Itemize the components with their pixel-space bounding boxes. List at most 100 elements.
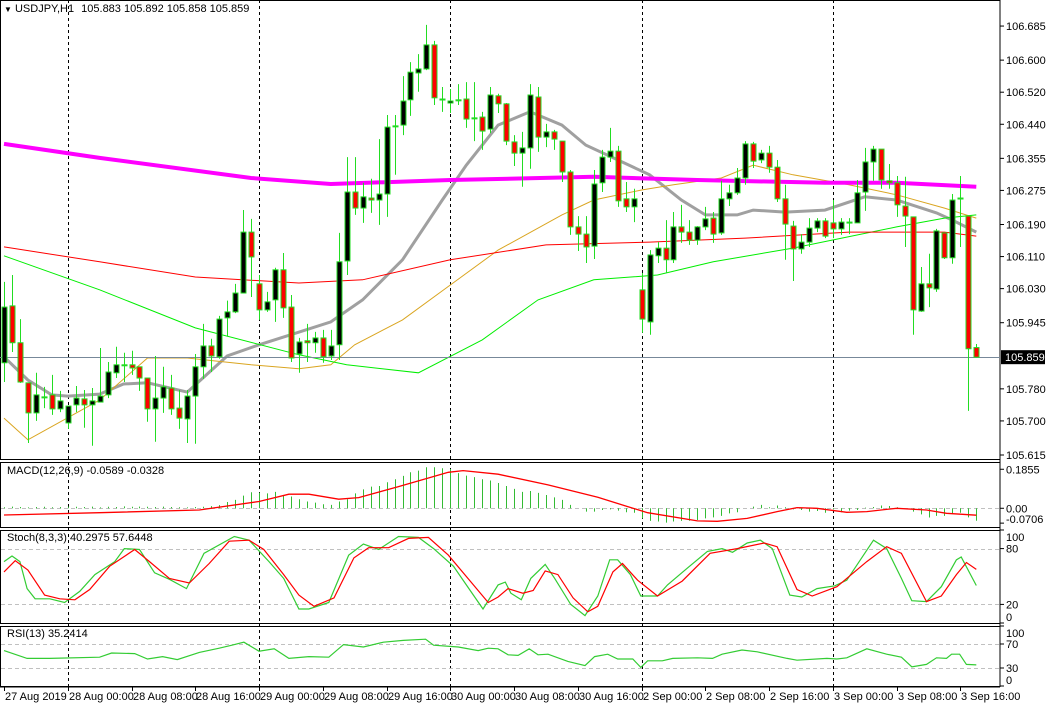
candle-bullish [718,198,725,234]
candle-bullish [384,126,391,195]
candle-bullish [296,341,303,355]
candle-bullish [471,117,478,120]
moving-average-line [3,231,977,284]
candle-bearish [567,171,574,228]
macd-title: MACD(12,26,9) -0.0589 -0.0328 [7,465,165,477]
candle-bullish [447,100,454,104]
time-tick-label: 2 Sep 08:00 [706,691,765,703]
candle-bullish [1,306,8,364]
candle-bullish [734,177,741,194]
panel-frame-2 [0,530,1001,624]
stoch-line-1 [3,536,977,613]
candle-bearish [750,143,757,162]
price-tick-label: 106.355 [1006,153,1046,165]
candle-bearish [926,283,933,289]
current-price-label: 105.859 [1005,352,1045,364]
price-tick-label: 106.190 [1006,219,1046,231]
candle-bullish [726,192,733,200]
candle-bullish [336,261,343,346]
candle-bearish [902,205,909,217]
candle-bullish [97,395,104,403]
candle-bullish [360,196,367,209]
candle-bearish [25,382,32,414]
candle-bullish [328,345,335,357]
time-tick-label: 30 Aug 00:00 [451,691,516,703]
price-tick-label: 106.440 [1006,119,1046,131]
candle-bullish [702,218,709,228]
candle-bearish [280,269,287,309]
price-tick-label: 106.275 [1006,185,1046,197]
candle-bullish [400,100,407,126]
candle-bullish [423,44,430,70]
price-tick-label: 105.945 [1006,318,1046,330]
candle-bearish [176,407,183,419]
candle-bearish [615,150,622,202]
candle-bearish [352,191,359,209]
indicator-tick-label: 70 [1006,639,1018,651]
time-tick-label: 28 Aug 16:00 [196,691,261,703]
candle-bullish [344,191,351,262]
moving-average-line [2,110,977,398]
time-tick-label: 29 Aug 00:00 [260,691,325,703]
candle-bullish [957,197,964,200]
time-tick-label: 3 Sep 16:00 [961,691,1020,703]
candle-bearish [431,44,438,99]
candle-bearish [535,96,542,138]
candle-bullish [543,131,550,138]
candle-bearish [479,116,486,132]
candle-bullish [862,161,869,193]
indicator-tick-label: 20 [1006,599,1018,611]
indicator-tick-label: 80 [1006,544,1018,556]
price-tick-label: 106.110 [1006,252,1045,264]
current-price-box [1001,350,1045,365]
ohlc-readout: 105.883 105.892 105.858 105.859 [81,3,250,15]
rsi-title: RSI(13) 35.2414 [7,628,88,640]
candle-bullish [694,226,701,241]
time-tick-label: 2 Sep 00:00 [643,691,702,703]
candle-bearish [129,364,136,369]
candle-bearish [973,347,980,358]
dropdown-triangle-icon[interactable]: ▼ [4,5,12,14]
candle-bullish [121,364,128,367]
candle-bullish [192,366,199,397]
candle-bullish [264,301,271,311]
candle-bullish [33,394,40,414]
macd-signal-line [3,469,977,522]
candle-bullish [272,269,279,301]
candle-bearish [559,140,566,173]
candle-bearish [495,95,502,105]
candle-bullish [41,396,48,399]
time-tick-label: 2 Sep 16:00 [770,691,829,703]
price-tick-label: 106.520 [1006,87,1046,99]
price-tick-label: 106.600 [1006,55,1046,67]
candle-bearish [894,182,901,206]
candle-bullish [455,99,462,102]
time-tick-label: 28 Aug 08:00 [133,691,198,703]
candle-bearish [17,342,24,383]
moving-average-line [3,214,977,374]
candle-bullish [160,386,167,399]
price-tick-label: 105.615 [1006,450,1046,462]
candle-bearish [941,232,948,259]
candle-bearish [320,337,327,358]
candle-bearish [575,226,582,235]
candle-bullish [519,147,526,154]
candle-bullish [57,400,64,410]
candle-bearish [910,216,917,311]
candle-bearish [503,103,510,142]
candle-bearish [790,225,797,250]
candle-bullish [184,395,191,420]
stoch-title: Stoch(8,3,3) 40.2975 57.6448 [7,532,153,544]
candle-bullish [655,247,662,257]
candle-bullish [591,183,598,247]
candle-bullish [670,226,677,261]
time-tick-label: 28 Aug 00:00 [69,691,134,703]
macd-tick-label: -0.0706 [1006,514,1043,526]
time-tick-label: 3 Sep 00:00 [834,691,893,703]
candle-bullish [439,98,446,101]
candle-bullish [240,231,247,294]
candle-bullish [105,371,112,396]
candle-bearish [678,226,685,233]
candle-bearish [368,197,375,201]
